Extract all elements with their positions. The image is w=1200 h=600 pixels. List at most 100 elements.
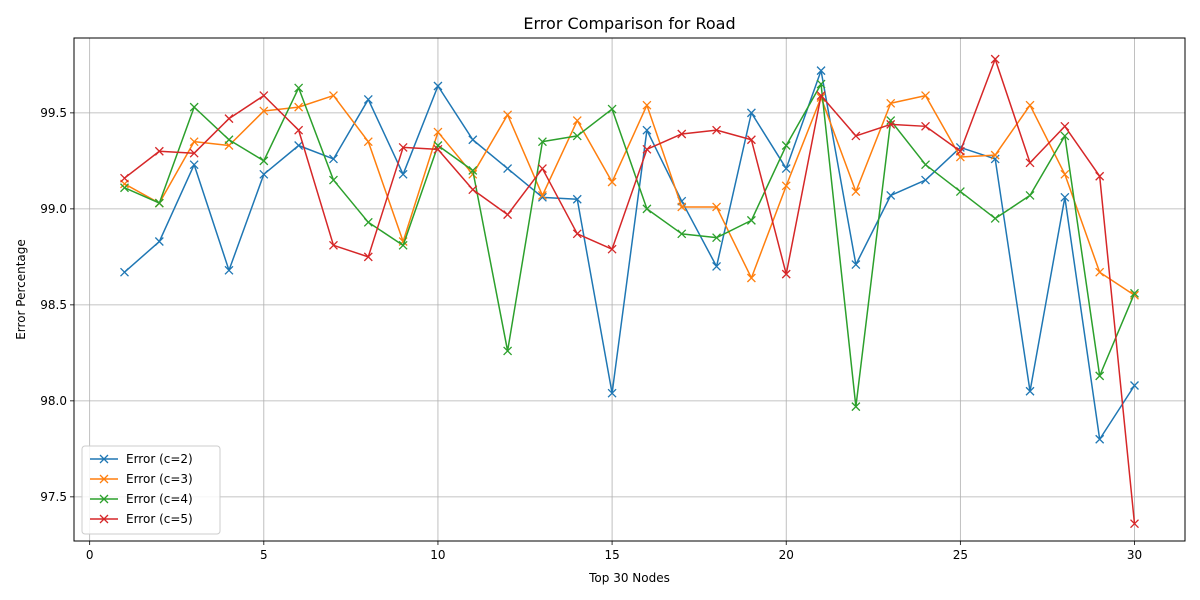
data-point-marker [851,260,861,270]
data-point-marker [851,187,861,197]
data-point-marker [120,267,129,277]
data-point-marker [1060,121,1070,131]
data-point-marker [781,141,791,150]
data-point-marker [329,154,338,164]
x-tick-label: 0 [86,548,94,562]
data-point-marker [503,346,513,356]
legend-label: Error (c=5) [126,512,193,526]
data-point-marker [886,190,896,200]
plot-area-frame [73,37,1186,542]
x-tick-label: 5 [260,548,268,562]
legend-marker [99,494,109,504]
data-point-marker [990,54,1000,64]
series-group [120,66,1139,444]
data-point-marker [537,137,547,147]
data-point-marker [1095,267,1105,277]
data-point-marker [746,108,756,118]
data-point-marker [712,202,722,212]
data-point-marker [329,240,338,250]
data-point-marker [363,94,373,104]
data-point-marker [921,175,930,185]
data-point-marker [642,125,652,135]
chart-title: Error Comparison for Road [523,14,735,33]
x-tick-label: 20 [779,548,794,562]
data-point-marker [224,114,234,124]
data-point-marker [607,244,617,254]
data-point-marker [990,150,1000,160]
data-point-marker [1025,190,1035,200]
y-tick-label: 98.0 [40,394,67,408]
data-point-marker [746,135,756,145]
legend-marker [99,514,109,524]
data-point-marker [990,154,1000,164]
data-point-marker [1130,519,1139,529]
data-point-marker [572,229,582,239]
data-point-marker [1060,169,1070,179]
series-line [124,58,1136,524]
data-point-marker [189,137,199,147]
data-point-marker [224,265,234,275]
data-point-marker [1025,386,1035,396]
data-point-marker [1060,131,1070,141]
data-point-marker [955,146,965,156]
data-point-marker [712,125,722,135]
data-point-marker [746,215,756,225]
data-point-marker [886,119,896,129]
data-point-marker [677,129,687,139]
data-point-marker [259,106,269,116]
x-tick-label: 30 [1127,548,1142,562]
data-point-marker [607,104,617,114]
data-point-marker [468,135,478,145]
legend-label: Error (c=2) [126,452,193,466]
data-point-marker [886,116,896,126]
x-tick-label: 10 [430,548,445,562]
data-point-marker [294,83,304,93]
data-point-marker [398,169,408,179]
data-point-marker [642,204,652,214]
data-point-marker [294,141,304,150]
data-point-marker [712,262,722,271]
x-tick-label: 25 [953,548,968,562]
data-point-marker [154,237,164,246]
data-point-marker [503,110,513,120]
data-point-marker [189,102,199,112]
data-point-marker [537,164,547,174]
series-line [124,94,1135,296]
series-layer [120,54,1139,529]
data-point-marker [886,98,896,108]
data-point-marker [572,131,582,141]
data-point-marker [189,160,199,170]
data-point-marker [746,273,756,283]
data-point-marker [955,187,965,197]
data-point-marker [607,388,617,398]
data-point-marker [1060,192,1070,202]
data-point-marker [329,91,338,101]
data-point-marker [433,81,443,91]
series-line [124,69,1136,440]
data-point-marker [433,141,443,150]
series-line [124,83,1136,408]
data-point-marker [572,116,582,126]
legend-marker [99,474,109,484]
data-point-marker [120,183,129,193]
data-point-marker [816,91,826,101]
data-point-marker [607,177,617,187]
data-point-marker [1095,434,1105,444]
legend-box [81,445,221,535]
data-point-marker [677,229,687,239]
data-point-marker [329,175,338,185]
data-point-marker [642,100,652,110]
data-point-marker [433,127,443,137]
data-point-marker [259,156,269,166]
data-point-marker [1130,288,1139,298]
data-point-marker [921,91,930,101]
data-point-marker [781,164,791,174]
data-point-marker [851,402,861,412]
data-point-marker [537,190,547,200]
data-point-marker [503,210,513,220]
data-point-marker [1130,381,1139,390]
data-point-marker [433,144,443,154]
data-point-marker [154,146,164,156]
data-point-marker [572,194,582,204]
